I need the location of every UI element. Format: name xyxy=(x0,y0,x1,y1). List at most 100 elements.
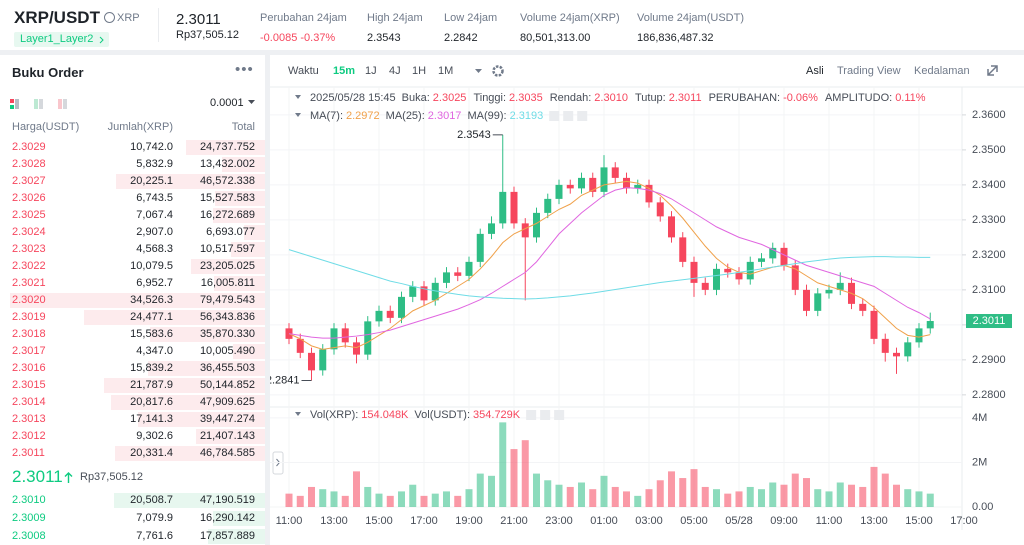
fullscreen-icon[interactable] xyxy=(987,65,998,76)
order-row[interactable]: 2.3010 20,508.7 47,190.519 xyxy=(0,492,265,509)
candle-body xyxy=(476,233,484,262)
volume-label: Vol(USDT): xyxy=(414,409,470,421)
price: 2.3011 xyxy=(12,447,45,459)
candle-body xyxy=(623,177,630,189)
stat: Volume 24jam(XRP) 80,501,313.00 xyxy=(520,12,620,44)
order-row[interactable]: 2.3024 2,907.0 6,693.077 xyxy=(0,224,265,241)
order-row[interactable]: 2.3009 7,079.9 16,290.142 xyxy=(0,510,265,527)
candle-body xyxy=(454,272,462,276)
price: 2.3027 xyxy=(12,175,46,187)
order-row[interactable]: 2.3028 5,832.9 13,432.002 xyxy=(0,156,265,173)
symbol[interactable]: XRP/USDT xyxy=(14,8,100,27)
legend-icon[interactable] xyxy=(540,410,551,420)
more-button[interactable]: ••• xyxy=(235,61,254,78)
interval-button[interactable]: 4J xyxy=(389,65,401,77)
total: 15,527.583 xyxy=(199,192,255,204)
order-row[interactable]: 2.3019 24,477.1 56,343.836 xyxy=(0,309,265,326)
order-row[interactable]: 2.3018 15,583.6 35,870.330 xyxy=(0,326,265,343)
x-tick-label: 23:00 xyxy=(545,515,573,527)
view-toggles[interactable] xyxy=(10,99,70,109)
order-row[interactable]: 2.3016 15,839.2 36,455.503 xyxy=(0,360,265,377)
info-label: Rendah: xyxy=(550,92,592,104)
candle-body xyxy=(353,342,360,355)
interval-button[interactable]: 1J xyxy=(365,65,377,77)
precision[interactable]: 0.0001 xyxy=(210,97,244,109)
y-tick-label: 2.3400 xyxy=(972,179,1006,191)
order-row[interactable]: 2.3014 20,817.6 47,909.625 xyxy=(0,394,265,411)
candle-body xyxy=(724,268,732,273)
price: 2.3012 xyxy=(12,430,46,442)
collapse-icon[interactable] xyxy=(295,95,301,99)
order-row[interactable]: 2.3027 20,225.1 46,572.338 xyxy=(0,173,265,190)
plot xyxy=(270,87,962,508)
volume-bar xyxy=(870,466,878,507)
x-tick-label: 05:00 xyxy=(680,515,708,527)
candle-body xyxy=(364,321,372,355)
view-button[interactable]: Kedalaman xyxy=(914,65,970,77)
x-tick-label: 13:00 xyxy=(860,515,888,527)
last-price-idr: Rp37,505.12 xyxy=(176,29,239,41)
volume-bar xyxy=(735,491,743,507)
legend-icon[interactable] xyxy=(554,410,565,420)
order-row[interactable]: 2.3025 7,067.4 16,272.689 xyxy=(0,207,265,224)
settings-icon[interactable] xyxy=(492,65,504,77)
legend-icon[interactable] xyxy=(526,410,537,420)
stat: Low 24jam 2.2842 xyxy=(444,12,497,44)
volume-bar xyxy=(454,495,462,507)
tag[interactable]: Layer1_Layer2 xyxy=(14,32,110,47)
x-tick-label: 13:00 xyxy=(320,515,348,527)
order-row[interactable]: 2.3020 34,526.3 79,479.543 xyxy=(0,292,265,309)
interval-button[interactable]: 1H xyxy=(412,65,426,77)
depth-bar xyxy=(207,529,265,544)
x-tick-label: 05/28 xyxy=(725,515,753,527)
stat-label: Low 24jam xyxy=(444,12,498,24)
stat-label: Volume 24jam(USDT) xyxy=(637,12,744,24)
interval-button[interactable]: 1M xyxy=(438,65,453,77)
volume-bar xyxy=(926,493,934,507)
candle-body xyxy=(713,268,720,290)
order-row[interactable]: 2.3029 10,742.0 24,737.752 xyxy=(0,139,265,156)
order-row[interactable]: 2.3012 9,302.6 21,407.143 xyxy=(0,428,265,445)
legend-icon[interactable] xyxy=(549,111,560,121)
order-row[interactable]: 2.3021 6,952.7 16,005.811 xyxy=(0,275,265,292)
volume-bar xyxy=(758,489,765,507)
volume-bar xyxy=(814,489,822,507)
x-tick-label: 21:00 xyxy=(500,515,528,527)
volume-bar xyxy=(746,486,754,507)
side-tab[interactable] xyxy=(272,451,284,475)
volume-bar xyxy=(893,484,900,507)
collapse-icon[interactable] xyxy=(295,113,301,117)
total: 16,290.142 xyxy=(199,512,255,524)
volume-bar xyxy=(285,493,293,507)
order-row[interactable]: 2.3026 6,743.5 15,527.583 xyxy=(0,190,265,207)
interval-dropdown[interactable] xyxy=(475,69,482,73)
legend-icon[interactable] xyxy=(563,111,574,121)
interval-button[interactable]: 15m xyxy=(333,65,355,77)
order-row[interactable]: 2.3013 17,141.3 39,447.274 xyxy=(0,411,265,428)
legend-icon[interactable] xyxy=(577,111,588,121)
volume-bar xyxy=(488,475,495,507)
amount: 4,347.0 xyxy=(136,345,173,357)
order-row[interactable]: 2.3011 20,331.4 46,784.585 xyxy=(0,445,265,462)
candle-body xyxy=(656,202,664,217)
x-tick-label: 11:00 xyxy=(816,515,843,527)
depth-bar xyxy=(138,412,265,427)
total: 10,005.490 xyxy=(199,345,255,357)
order-row[interactable]: 2.3008 7,761.6 17,857.889 xyxy=(0,528,265,545)
amount: 34,526.3 xyxy=(130,294,173,306)
order-row[interactable]: 2.3023 4,568.3 10,517.597 xyxy=(0,241,265,258)
collapse-icon[interactable] xyxy=(295,412,301,416)
depth-bar xyxy=(148,361,265,376)
view-button[interactable]: Asli xyxy=(806,65,824,77)
order-row[interactable]: 2.3022 10,079.5 23,205.025 xyxy=(0,258,265,275)
candle-body xyxy=(375,310,383,322)
volume-bar xyxy=(848,484,855,507)
order-row[interactable]: 2.3015 21,787.9 50,144.852 xyxy=(0,377,265,394)
view-button[interactable]: Trading View xyxy=(837,65,901,77)
volume-bar xyxy=(431,493,439,507)
volume-bar xyxy=(510,449,518,507)
info-value: 2.3025 xyxy=(433,92,467,104)
total: 36,455.503 xyxy=(199,362,255,374)
order-row[interactable]: 2.3017 4,347.0 10,005.490 xyxy=(0,343,265,360)
